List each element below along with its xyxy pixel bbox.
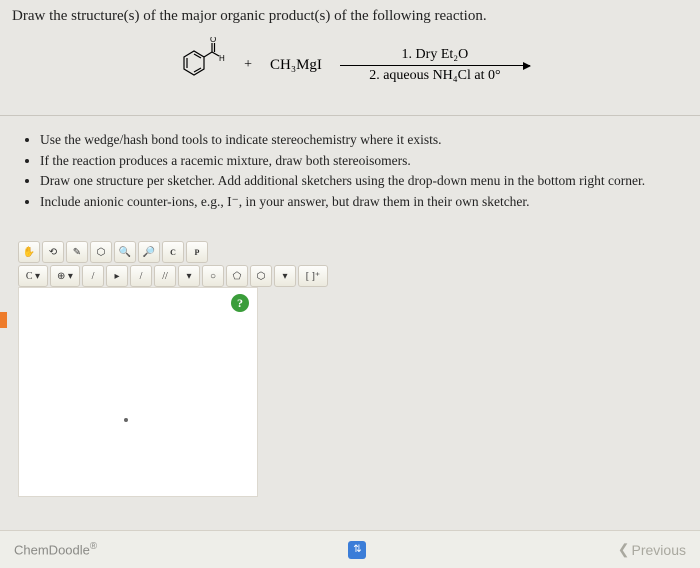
bracket-charge-button[interactable]: [ ]⁺ <box>298 265 328 287</box>
reaction-arrow: 1. Dry Et₂O 2. aqueous NH₄Cl at 0° <box>340 47 530 84</box>
hand-tool-button[interactable]: ✋ <box>18 241 40 263</box>
sketcher: ✋ ⟲ ✎ ⬡ 🔍 🔎 C P C ▾ ⊕ ▾ / ▸ / // ▾ ○ ⬠ ⬡… <box>18 241 688 497</box>
reaction-step1: 1. Dry Et₂O <box>402 47 469 63</box>
ring-button[interactable]: ⬡ <box>90 241 112 263</box>
paste-button[interactable]: P <box>186 241 208 263</box>
footer: ChemDoodle® ⇅ ❮ Previous <box>0 530 700 568</box>
canvas-center-dot <box>124 418 128 422</box>
drawing-canvas[interactable]: ? <box>18 287 258 497</box>
svg-text:H: H <box>219 54 225 63</box>
element-c-dropdown[interactable]: C ▾ <box>18 265 48 287</box>
zoom-out-button[interactable]: 🔎 <box>138 241 160 263</box>
chevron-left-icon: ❮ <box>618 541 630 558</box>
instruction-item: If the reaction produces a racemic mixtu… <box>40 151 688 171</box>
question-title: Draw the structure(s) of the major organ… <box>12 8 688 25</box>
plus-sign: + <box>244 57 252 73</box>
divider <box>0 115 700 116</box>
instruction-item: Use the wedge/hash bond tools to indicat… <box>40 130 688 150</box>
double-bond-button[interactable]: // <box>154 265 176 287</box>
instructions-list: Use the wedge/hash bond tools to indicat… <box>12 130 688 211</box>
benzaldehyde-structure: O H <box>170 37 226 93</box>
undo-button[interactable]: ⟲ <box>42 241 64 263</box>
instruction-item: Draw one structure per sketcher. Add add… <box>40 171 688 191</box>
toolbar-row-1: ✋ ⟲ ✎ ⬡ 🔍 🔎 C P <box>18 241 688 263</box>
hash-button[interactable]: / <box>130 265 152 287</box>
bond-dropdown[interactable]: ▾ <box>178 265 200 287</box>
wedge-button[interactable]: ▸ <box>106 265 128 287</box>
side-tab[interactable] <box>0 312 7 328</box>
cyclopentane-button[interactable]: ⬠ <box>226 265 248 287</box>
ring-dropdown[interactable]: ▾ <box>274 265 296 287</box>
toolbar-row-2: C ▾ ⊕ ▾ / ▸ / // ▾ ○ ⬠ ⬡ ▾ [ ]⁺ <box>18 265 688 287</box>
charge-dropdown[interactable]: ⊕ ▾ <box>50 265 80 287</box>
cyclohexane-button[interactable]: ⬡ <box>250 265 272 287</box>
single-bond-button[interactable]: / <box>82 265 104 287</box>
reaction-step2: 2. aqueous NH₄Cl at 0° <box>369 68 500 84</box>
reaction-scheme: O H + CH₃MgI 1. Dry Et₂O 2. aqueous NH₄C… <box>12 37 688 93</box>
chemdoodle-brand: ChemDoodle® <box>14 541 97 557</box>
pencil-button[interactable]: ✎ <box>66 241 88 263</box>
sketcher-pager[interactable]: ⇅ <box>348 541 366 559</box>
view-c-button[interactable]: C <box>162 241 184 263</box>
instruction-item: Include anionic counter-ions, e.g., I⁻, … <box>40 192 688 212</box>
svg-text:O: O <box>210 37 216 44</box>
cyclopropane-button[interactable]: ○ <box>202 265 224 287</box>
help-icon[interactable]: ? <box>231 294 249 312</box>
previous-button[interactable]: ❮ Previous <box>618 541 686 558</box>
zoom-in-button[interactable]: 🔍 <box>114 241 136 263</box>
grignard-reagent: CH₃MgI <box>270 57 322 74</box>
